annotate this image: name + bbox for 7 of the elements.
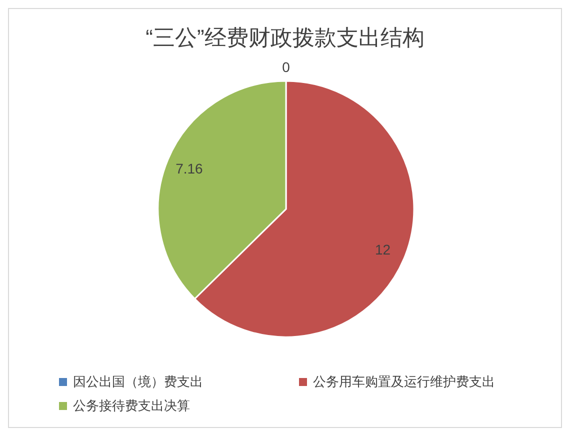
legend-label: 公务用车购置及运行维护费支出 (313, 373, 495, 391)
legend-label: 因公出国（境）费支出 (73, 373, 203, 391)
legend-label: 公务接待费支出决算 (73, 397, 190, 415)
data-label: 12 (375, 242, 391, 258)
text: 0 (282, 59, 290, 75)
data-label: 7.16 (176, 160, 204, 176)
chart-title: “三公”经费财政拨款支出结构 (144, 24, 426, 52)
